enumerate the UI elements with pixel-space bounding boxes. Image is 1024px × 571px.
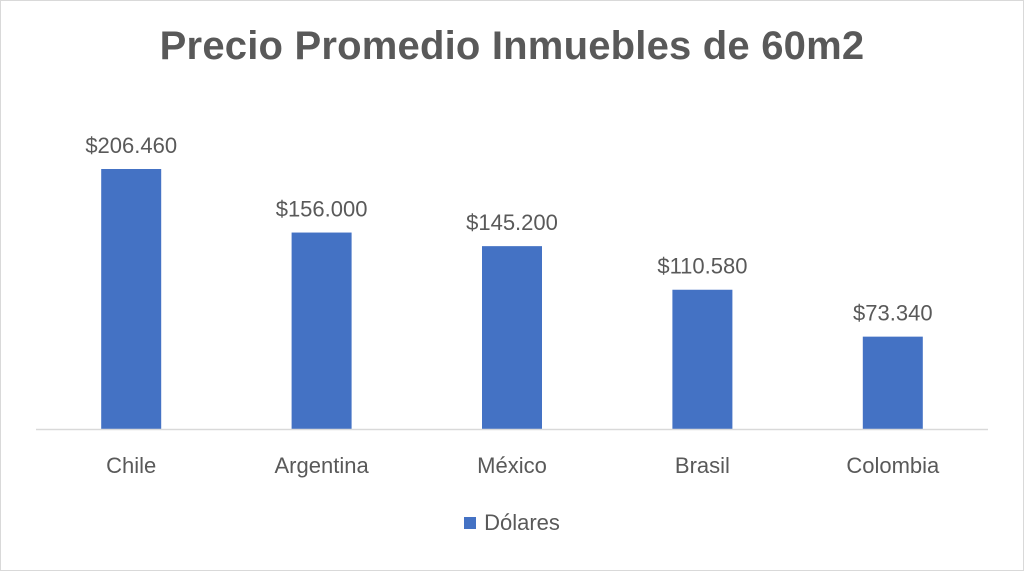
legend-swatch	[464, 517, 477, 529]
bar-colombia	[862, 336, 923, 429]
bar-argentina	[291, 232, 352, 429]
x-tick-label: México	[477, 453, 547, 478]
bar-chile	[101, 169, 162, 429]
legend-label: Dólares	[484, 510, 560, 535]
x-tick-label: Brasil	[675, 453, 730, 478]
x-tick-labels-layer: Chile Argentina México Brasil Colombia	[106, 453, 940, 478]
bar-brasil	[672, 289, 733, 429]
data-label: $110.580	[657, 254, 747, 279]
data-label: $145.200	[466, 210, 558, 235]
chart-title: Precio Promedio Inmuebles de 60m2	[159, 24, 865, 68]
data-label: $156.000	[276, 197, 368, 222]
x-tick-label: Chile	[106, 453, 156, 478]
data-label: $73.340	[853, 301, 933, 326]
data-label: $206.460	[85, 133, 177, 158]
x-tick-label: Argentina	[275, 453, 370, 478]
x-tick-label: Colombia	[846, 453, 940, 478]
legend: Dólares	[0, 510, 1024, 536]
data-labels-layer: $206.460 $156.000 $145.200 $110.580 $73.340	[85, 133, 932, 326]
bar-mexico	[482, 246, 542, 429]
bars-layer	[101, 169, 923, 429]
